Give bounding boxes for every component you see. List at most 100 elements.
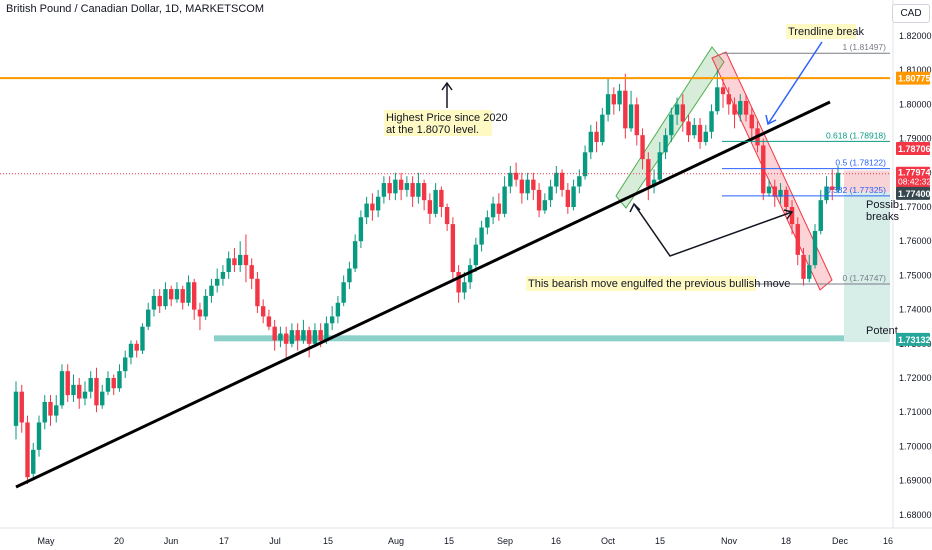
candle-body (301, 330, 306, 341)
candle-body (381, 183, 387, 197)
y-tick-label: 1.70000 (899, 441, 932, 451)
candle-body (404, 183, 410, 190)
candle-body (111, 378, 116, 389)
fib-level-label: 0 (1.74747) (843, 273, 887, 283)
candle-body (117, 371, 122, 389)
candle-body (272, 326, 277, 341)
fib-level-label: 0.618 (1.78918) (826, 130, 886, 140)
break-arrow-head-icon (765, 114, 777, 126)
candle-body (738, 100, 743, 115)
candle-body (421, 183, 427, 201)
y-tick-label: 1.79000 (899, 134, 932, 144)
candle-body (65, 371, 70, 396)
candle-body (772, 186, 777, 197)
candle-body (140, 326, 145, 351)
candle-body (617, 90, 622, 105)
candle-body (71, 384, 76, 396)
candle-body (663, 135, 668, 153)
resistance-price-tag-bg (896, 71, 930, 85)
candle-body (485, 217, 490, 228)
candle-body (151, 295, 157, 310)
stop-zone (844, 170, 890, 193)
candle-body (123, 357, 128, 372)
candle-body (266, 316, 272, 327)
candle-body (588, 131, 594, 153)
candle-body (697, 124, 703, 143)
candle-body (36, 422, 42, 450)
x-tick-label: 18 (781, 536, 791, 546)
candle-body (375, 196, 381, 211)
candle-body (812, 230, 818, 266)
candle-body (548, 186, 553, 201)
current-price-tag-bg (896, 166, 930, 188)
candle-body (807, 265, 812, 279)
x-tick-label: 20 (114, 536, 124, 546)
candle-body (105, 378, 111, 392)
x-tick-label: 15 (655, 536, 665, 546)
candle-body (157, 295, 162, 307)
candle-body (657, 152, 663, 180)
candle-body (565, 189, 571, 207)
candle-body (306, 330, 312, 344)
candle-body (720, 87, 726, 95)
candle-body (726, 94, 731, 105)
trendline (15, 100, 831, 489)
y-tick-label: 1.74000 (899, 305, 932, 315)
candle-body (519, 179, 525, 194)
candle-body (243, 254, 249, 266)
candle-body (347, 268, 352, 283)
fib-level-label: 1 (1.81497) (843, 42, 887, 52)
candle-body (232, 258, 237, 266)
candle-body (180, 289, 185, 303)
x-tick-label: Nov (721, 536, 738, 546)
x-tick-label: 15 (323, 536, 333, 546)
candle-body (100, 391, 105, 406)
candle-body (605, 94, 611, 115)
candle-body (559, 172, 565, 190)
y-tick-label: 1.82000 (899, 31, 932, 41)
candle-body (830, 186, 835, 190)
y-tick-label: 1.72000 (899, 373, 932, 383)
candle-body (743, 100, 749, 115)
candle-body (634, 104, 640, 136)
candle-body (88, 378, 93, 392)
candle-body (674, 104, 680, 115)
y-tick-label: 1.68000 (899, 510, 932, 520)
candle-body (364, 203, 369, 218)
candle-body (278, 333, 283, 341)
candle-body (473, 244, 479, 266)
possible-break-note: breaks (866, 211, 900, 223)
candle-body (260, 306, 266, 317)
candle-body (450, 224, 456, 272)
candle-body (479, 227, 484, 245)
candle-body (289, 330, 295, 344)
candle-body (577, 176, 582, 187)
candle-body (186, 282, 191, 303)
x-tick-label: Oct (601, 536, 616, 546)
candle-body (594, 131, 599, 143)
x-tick-label: Jun (164, 536, 179, 546)
x-tick-label: Dec (832, 536, 849, 546)
x-tick-label: 16 (551, 536, 561, 546)
trendline-break-note: Trendline break (788, 26, 865, 38)
candle-body (536, 189, 542, 211)
candle-body (237, 254, 243, 266)
pointer-head-left-icon (629, 202, 641, 213)
countdown-tag: 08:42:32 (898, 177, 931, 187)
candle-body (542, 200, 548, 211)
candle-body (795, 224, 800, 255)
candle-body (169, 289, 174, 300)
currency-selector[interactable]: CAD (892, 4, 930, 23)
y-tick-label: 1.80000 (899, 99, 932, 109)
candle-body (13, 391, 19, 426)
candle-body (163, 289, 168, 307)
candle-body (761, 145, 766, 194)
candle-body (295, 330, 300, 341)
candle-body (398, 179, 404, 190)
candle-body (433, 189, 438, 214)
y-tick-label: 1.75000 (899, 270, 932, 280)
candle-body (48, 401, 53, 416)
support-price-tag-bg (896, 332, 930, 346)
candle-body (341, 282, 346, 303)
